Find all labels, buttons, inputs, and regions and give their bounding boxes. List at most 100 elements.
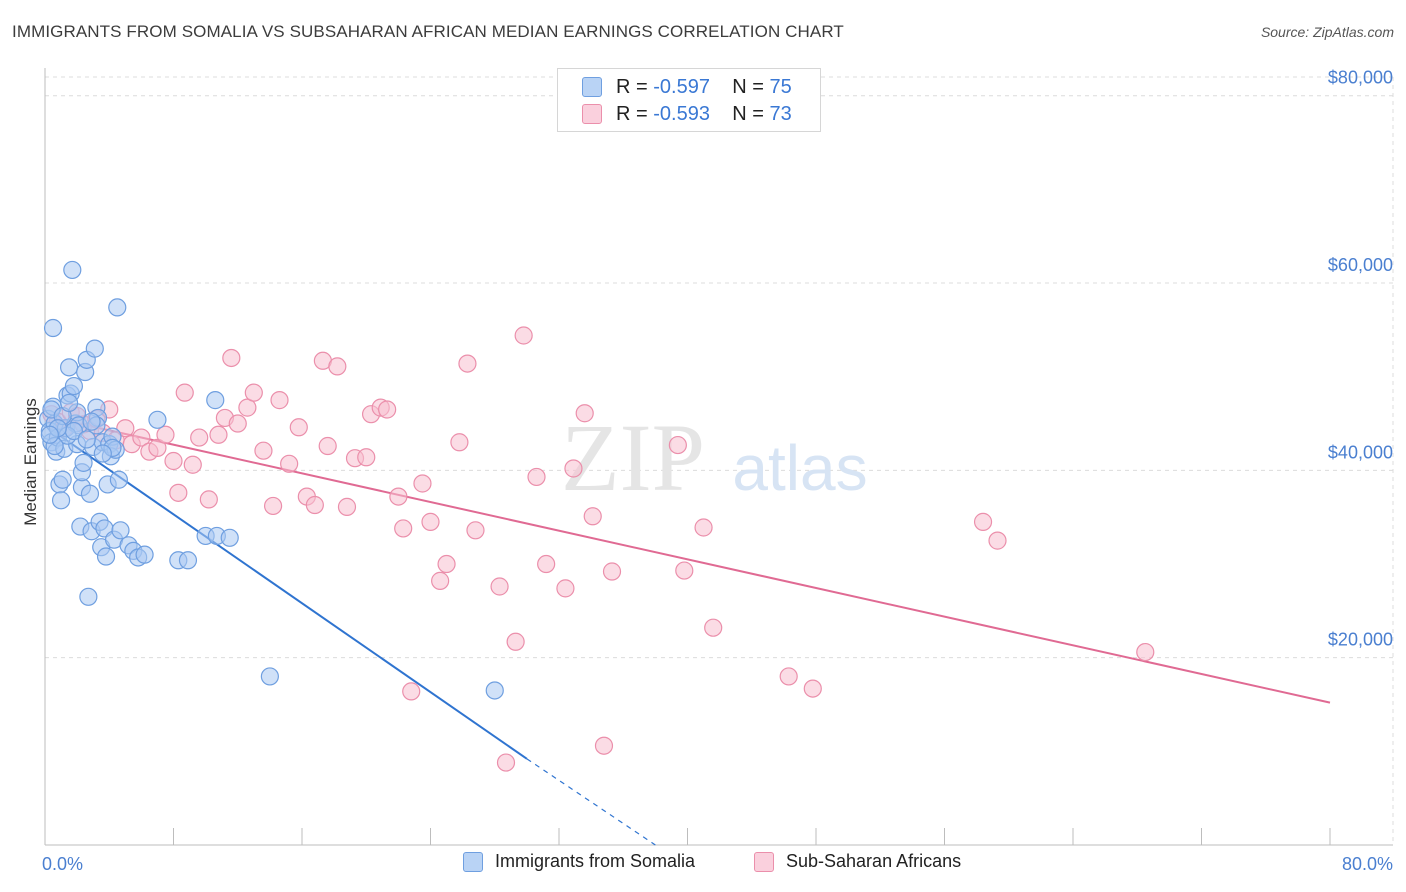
point-subsaharan [394,519,413,538]
point-subsaharan [183,455,202,474]
x-tick-label: 0.0% [42,854,83,874]
legend-row-somalia: R = -0.597 N = 75 [582,75,792,99]
watermark: ZIP atlas [561,404,868,511]
y-tick-labels: $20,000 $40,000 $60,000 $80,000 [1328,68,1393,650]
pink-swatch [754,851,774,872]
axes [44,68,1393,846]
point-subsaharan [402,682,421,701]
point-subsaharan [594,736,614,755]
blue-swatch [582,77,602,97]
point-subsaharan [389,487,408,506]
point-subsaharan [675,561,694,580]
point-subsaharan [458,354,477,373]
y-axis-label: Median Earnings [21,398,40,526]
point-subsaharan [506,632,525,651]
point-subsaharan [694,518,713,537]
y-tick-label: $20,000 [1328,630,1393,650]
point-subsaharan [564,459,583,478]
point-subsaharan [450,433,469,452]
chart-title: IMMIGRANTS FROM SOMALIA VS SUBSAHARAN AF… [12,22,844,41]
point-subsaharan [421,512,440,531]
point-subsaharan [116,419,135,438]
point-subsaharan [431,571,450,590]
point-somalia [111,521,130,540]
point-subsaharan [537,554,556,574]
point-subsaharan [228,414,247,433]
point-subsaharan [357,448,376,467]
point-somalia [64,376,84,396]
x-tick-labels: 0.0% 80.0% [42,854,1393,874]
point-subsaharan [514,326,533,345]
point-subsaharan [244,383,263,402]
point-somalia [59,358,79,377]
point-subsaharan [337,497,357,516]
point-somalia [96,547,116,566]
point-subsaharan [156,425,175,444]
point-subsaharan [973,512,993,531]
r-label: R = [616,75,648,98]
point-subsaharan [164,451,183,471]
series-legend: Immigrants from Somalia Sub-Saharan Afri… [0,851,1406,879]
point-somalia [260,667,279,686]
n-value-somalia: 75 [769,75,792,98]
point-somalia [51,491,71,510]
y-tick-label: $80,000 [1328,68,1393,88]
n-value-subsaharan: 73 [769,102,792,125]
point-subsaharan [175,383,194,402]
point-subsaharan [222,348,241,368]
point-subsaharan [378,400,397,419]
point-subsaharan [238,398,257,417]
pink-swatch [582,104,602,124]
point-subsaharan [803,679,822,698]
data-points [39,260,1155,772]
x-tick-label: 80.0% [1342,854,1393,874]
point-somalia [85,339,104,358]
point-subsaharan [169,483,188,502]
point-subsaharan [575,404,594,423]
point-subsaharan [199,490,218,509]
point-somalia [109,470,128,489]
point-somalia [148,410,167,429]
legend-item-somalia[interactable]: Immigrants from Somalia [463,851,695,872]
point-somalia [206,391,225,410]
watermark-atlas: atlas [732,432,867,504]
point-subsaharan [254,441,273,460]
legend-row-subsaharan: R = -0.593 N = 73 [582,102,792,126]
legend-label-subsaharan: Sub-Saharan Africans [786,851,962,871]
point-somalia [135,545,154,564]
trend-line-subsaharan [44,415,1331,704]
n-label: N = [732,75,764,98]
point-subsaharan [263,496,283,516]
point-subsaharan [556,579,575,598]
n-label: N = [732,102,764,125]
point-somalia [485,681,504,700]
point-subsaharan [289,418,308,437]
point-somalia [40,425,59,444]
point-subsaharan [527,467,546,487]
point-subsaharan [779,667,798,686]
point-subsaharan [466,521,485,540]
point-subsaharan [1136,642,1155,662]
r-value-somalia: -0.597 [653,75,710,98]
point-subsaharan [270,391,289,410]
point-subsaharan [280,454,299,473]
point-somalia [43,318,63,338]
source-credit: Source: ZipAtlas.com [1260,24,1394,40]
point-subsaharan [583,507,602,526]
legend-item-subsaharan[interactable]: Sub-Saharan Africans [754,851,961,872]
point-subsaharan [132,428,151,447]
point-somalia [108,298,127,317]
point-somalia [220,528,239,547]
point-subsaharan [490,577,509,596]
point-subsaharan [190,428,209,447]
point-subsaharan [704,618,723,637]
r-label: R = [616,102,648,125]
blue-swatch [463,851,483,872]
trend-line-somalia-extension [526,758,656,846]
correlation-legend: R = -0.597 N = 75 R = -0.593 N = 73 [557,68,821,132]
point-subsaharan [328,357,347,376]
point-somalia [59,393,79,413]
legend-label-somalia: Immigrants from Somalia [495,851,696,871]
point-subsaharan [988,531,1007,550]
